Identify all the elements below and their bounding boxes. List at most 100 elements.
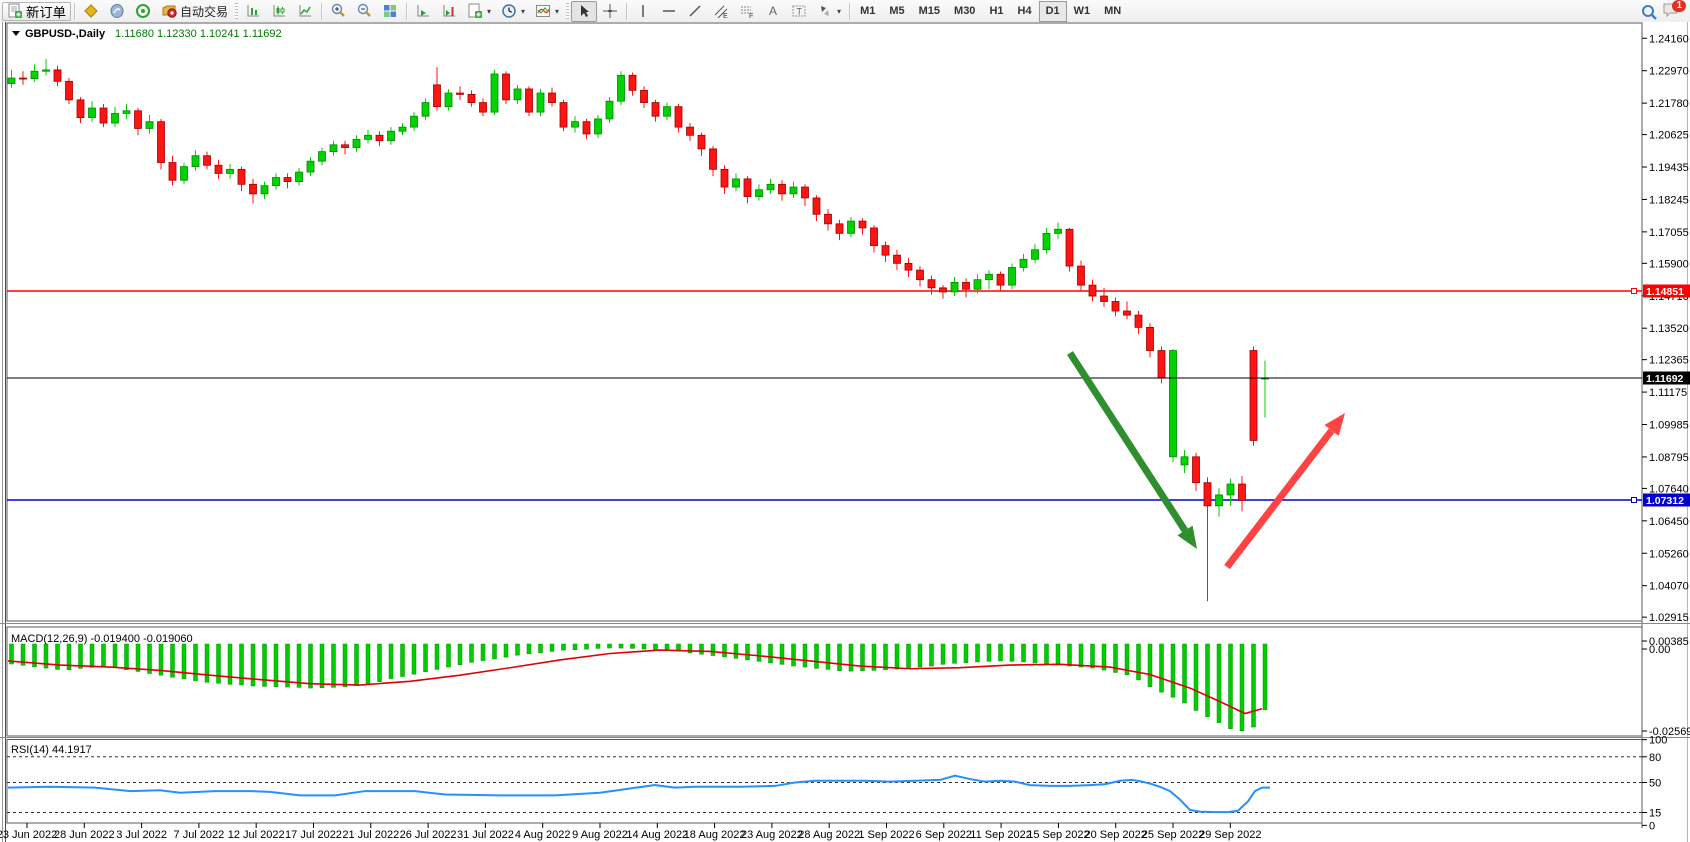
indicators-button[interactable]: ▾ [530, 1, 564, 22]
arrows-tool[interactable]: ▾ [812, 1, 846, 22]
macd-bar [446, 643, 451, 668]
text-label-tool[interactable]: T [786, 1, 812, 22]
up-arrow[interactable] [1224, 413, 1345, 570]
macd-bar [20, 643, 26, 666]
macd-bar [653, 643, 658, 651]
macd-bar [929, 643, 934, 667]
price-badge-label: 1.14851 [1646, 286, 1684, 298]
line-chart-button[interactable] [292, 1, 318, 22]
tile-windows-button[interactable] [377, 1, 403, 22]
price-tick-label: 1.02915 [1649, 612, 1689, 624]
macd-bar [331, 643, 336, 688]
chart-window[interactable]: 1.24160 1.22970 1.21780 1.20625 1.19435 1.182… [0, 22, 1690, 842]
candlesticks[interactable] [7, 58, 1269, 602]
timeframe-d1[interactable]: D1 [1038, 0, 1067, 22]
candle-body [329, 144, 338, 153]
macd-bar [1182, 643, 1187, 704]
horizontal-line-tool[interactable] [656, 1, 682, 22]
navigator-button[interactable] [130, 1, 156, 22]
auto-scroll-button[interactable] [410, 1, 436, 22]
rsi-axis-label: 15 [1649, 807, 1661, 819]
timeframe-m1[interactable]: M1 [860, 5, 876, 17]
rsi-label: RSI(14) 44.1917 [11, 744, 92, 756]
crosshair-tool-button[interactable] [597, 1, 623, 22]
timeframe-m15[interactable]: M15 [918, 5, 941, 17]
candle-body [559, 102, 568, 128]
support-line-handle[interactable] [1631, 497, 1637, 503]
macd-bar [411, 643, 417, 675]
period-button[interactable]: ▾ [496, 1, 530, 22]
new-chart-button[interactable]: ▾ [462, 1, 496, 22]
crosshair-icon [602, 3, 618, 19]
rsi-axis-label: 80 [1649, 752, 1661, 764]
macd-panel[interactable]: MACD(12,26,9) -0.019400 -0.019060 0.00385… [7, 633, 1690, 738]
timeframe-h1[interactable]: H1 [989, 5, 1004, 17]
line-chart-icon [297, 3, 313, 19]
candle-body [1134, 314, 1143, 328]
trendline-icon [687, 3, 703, 19]
candle-body [1077, 265, 1085, 286]
cursor-tool-button[interactable] [571, 0, 598, 22]
collapse-triangle-icon[interactable] [12, 31, 20, 36]
rsi-panel[interactable]: 100 80 50 150 RSI(14) 44.1917 [7, 735, 1667, 833]
macd-bar [503, 643, 509, 658]
macd-bar [768, 643, 773, 664]
notification-badge: 1 [1672, 0, 1686, 12]
zoom-in-button[interactable] [325, 1, 351, 22]
macd-bar [952, 643, 957, 664]
text-tool[interactable]: A [760, 1, 786, 22]
candle-body [962, 282, 970, 290]
candle-body [709, 148, 717, 170]
macd-bar [423, 643, 428, 673]
date-label: 18 Aug 2022 [684, 829, 746, 841]
candle-body [778, 183, 786, 195]
panel-borders [6, 22, 1688, 842]
candle-body [1100, 295, 1108, 302]
price-chart[interactable]: 1.24160 1.22970 1.21780 1.20625 1.19435 1.182… [0, 22, 1690, 842]
fibonacci-tool[interactable]: F [734, 1, 760, 22]
macd-axis-label: 0.00 [1649, 644, 1670, 656]
macd-bar [1136, 643, 1141, 681]
timeframe-w1[interactable]: W1 [1073, 5, 1091, 17]
auto-scroll-icon [415, 3, 431, 19]
timeframe-h4[interactable]: H4 [1017, 5, 1032, 17]
chart-shift-button[interactable] [436, 1, 462, 22]
date-label: 4 Aug 2022 [515, 829, 571, 841]
panel-splitters[interactable] [0, 623, 1690, 738]
macd-bar [1124, 643, 1130, 676]
candle-body [1042, 232, 1051, 251]
resistance-line-handle[interactable] [1631, 288, 1637, 294]
date-label: 3 Jul 2022 [116, 829, 167, 841]
macd-bar [400, 643, 405, 677]
macd-bar [561, 643, 566, 651]
down-arrow[interactable] [1067, 351, 1197, 549]
clock-icon [501, 3, 517, 19]
date-label: 23 Aug 2022 [741, 829, 803, 841]
horizontal-lines[interactable] [7, 290, 1642, 501]
autotrading-button[interactable]: 自动交易 [156, 1, 233, 22]
macd-bar [78, 643, 83, 669]
macd-bar [1228, 643, 1233, 729]
candle-body [893, 254, 901, 264]
charts-button[interactable] [78, 1, 104, 22]
macd-label: MACD(12,26,9) -0.019400 -0.019060 [11, 633, 193, 645]
channel-tool[interactable]: E [708, 1, 734, 22]
notifications-button[interactable]: 1 [1662, 0, 1686, 20]
candle-body [651, 102, 660, 117]
candlestick-chart-button[interactable] [266, 1, 292, 22]
candle-body [398, 126, 407, 132]
timeframe-m5[interactable]: M5 [889, 5, 905, 17]
timeframe-m30[interactable]: M30 [954, 5, 976, 17]
candle-body [19, 77, 27, 80]
new-order-button[interactable]: 新订单 [2, 1, 71, 21]
fibonacci-icon: F [739, 3, 755, 20]
timeframe-mn[interactable]: MN [1104, 5, 1122, 17]
data-window-button[interactable] [104, 1, 130, 22]
bar-chart-button[interactable] [240, 1, 266, 22]
vertical-line-tool[interactable] [630, 1, 656, 22]
search-icon[interactable] [1640, 3, 1657, 20]
candle-body [835, 223, 844, 234]
candle-body [1203, 482, 1212, 507]
trendline-tool[interactable] [682, 1, 708, 22]
zoom-out-button[interactable] [351, 1, 377, 22]
